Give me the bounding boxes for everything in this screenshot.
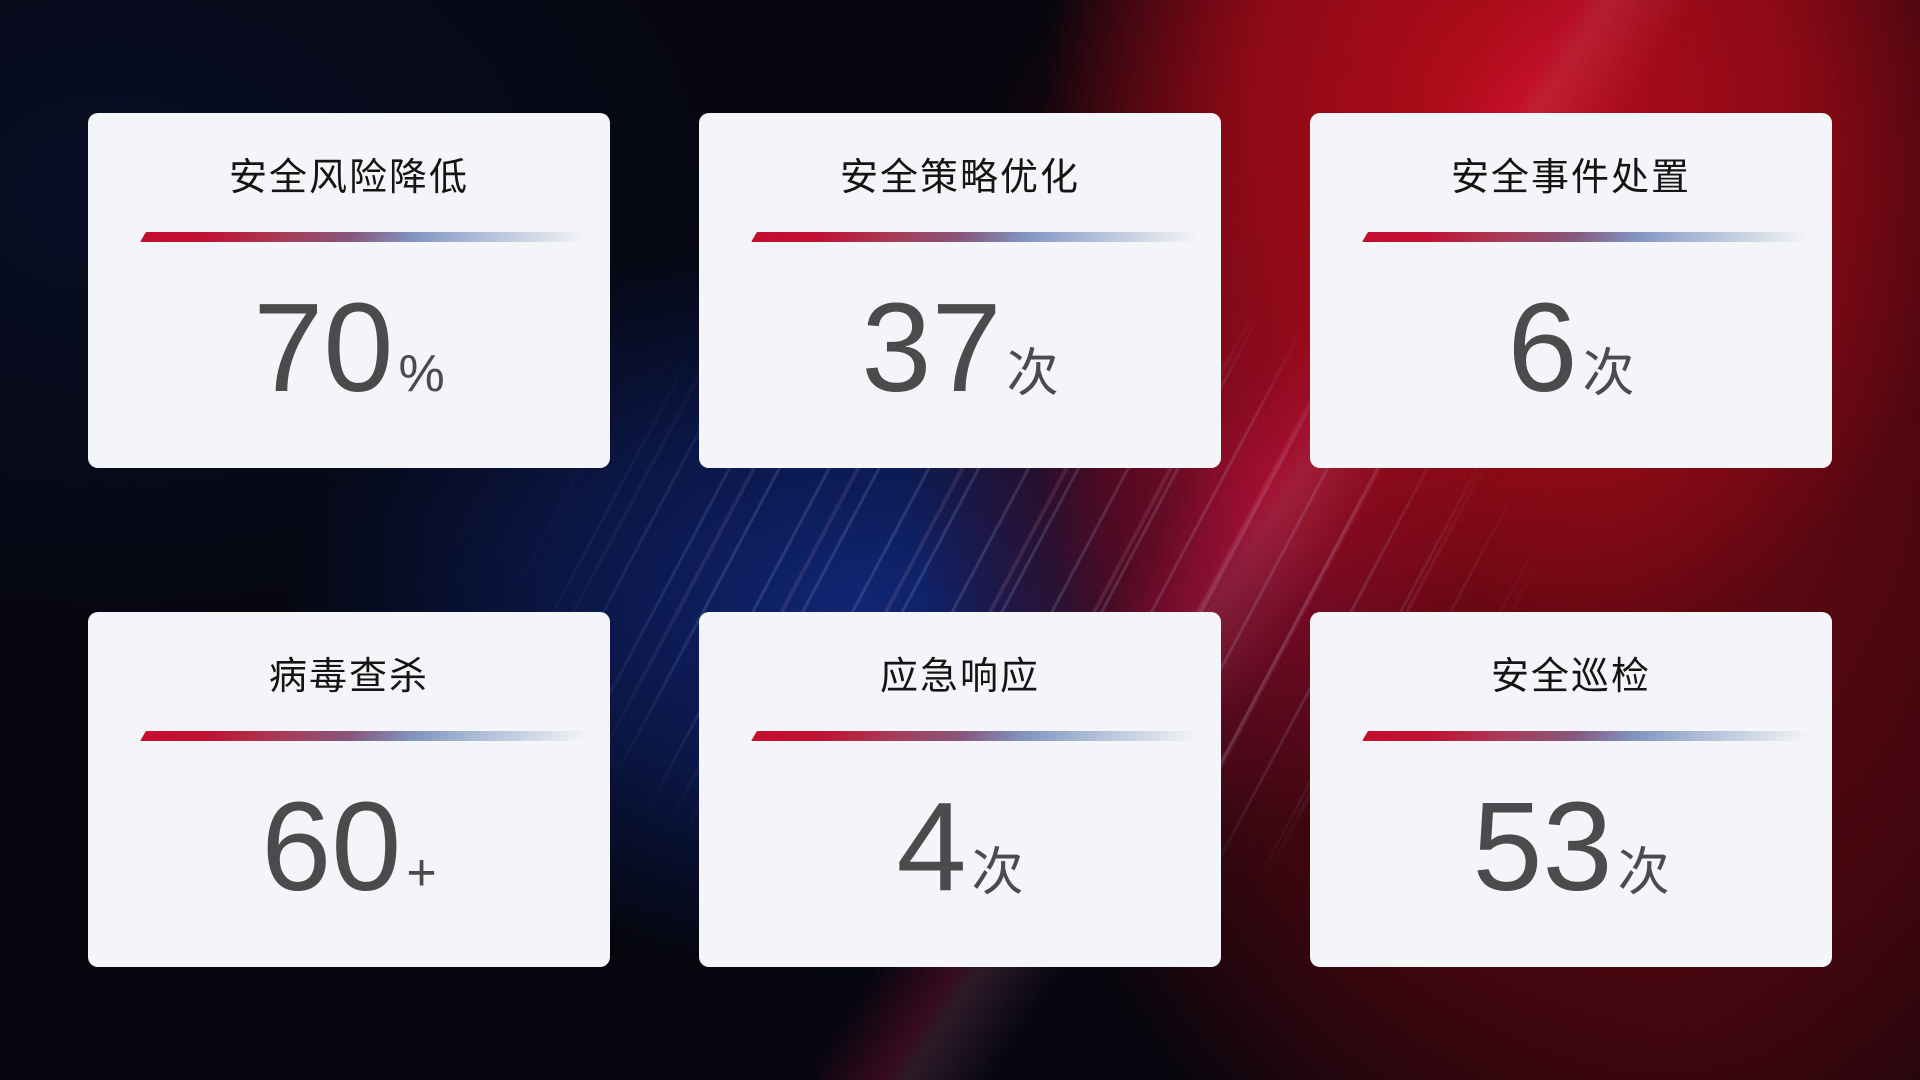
stat-card-virus-scan: 病毒查杀 60 + xyxy=(88,612,610,967)
stat-value-row: 60 + xyxy=(88,776,610,917)
gradient-divider xyxy=(751,731,1209,741)
stat-value-row: 70 % xyxy=(88,277,610,418)
stat-card-emergency-response: 应急响应 4 次 xyxy=(699,612,1221,967)
stat-card-title: 安全巡检 xyxy=(1490,656,1651,698)
stat-value: 6 xyxy=(1507,277,1578,418)
gradient-divider xyxy=(1362,232,1820,242)
gradient-divider xyxy=(140,232,598,242)
stat-card-title: 安全风险降低 xyxy=(228,157,469,199)
stat-value-row: 53 次 xyxy=(1310,776,1832,917)
stat-unit: % xyxy=(398,345,445,403)
stat-card-policy-optimization: 安全策略优化 37 次 xyxy=(699,113,1221,468)
stat-unit: 次 xyxy=(1617,844,1670,902)
stat-card-title: 应急响应 xyxy=(879,656,1040,698)
stat-unit: 次 xyxy=(1582,345,1635,403)
stat-value: 60 xyxy=(261,776,402,917)
stat-card-grid: 安全风险降低 70 % 安全策略优化 37 次 安全事件处置 6 次 病毒查 xyxy=(88,113,1832,967)
stat-value-row: 4 次 xyxy=(699,776,1221,917)
stat-card-security-risk-reduction: 安全风险降低 70 % xyxy=(88,113,610,468)
stat-value: 53 xyxy=(1472,776,1613,917)
stat-card-security-inspection: 安全巡检 53 次 xyxy=(1310,612,1832,967)
stat-unit: 次 xyxy=(1006,345,1059,403)
stat-card-title: 安全事件处置 xyxy=(1450,157,1691,199)
stat-value: 4 xyxy=(896,776,967,917)
stat-value: 37 xyxy=(861,277,1002,418)
stat-card-title: 安全策略优化 xyxy=(839,157,1080,199)
stat-card-title: 病毒查杀 xyxy=(268,656,429,698)
stat-value: 70 xyxy=(253,277,394,418)
stat-card-incident-handling: 安全事件处置 6 次 xyxy=(1310,113,1832,468)
stat-unit: 次 xyxy=(971,844,1024,902)
gradient-divider xyxy=(140,731,598,741)
gradient-divider xyxy=(1362,731,1820,741)
gradient-divider xyxy=(751,232,1209,242)
stat-value-row: 6 次 xyxy=(1310,277,1832,418)
stat-value-row: 37 次 xyxy=(699,277,1221,418)
stat-unit: + xyxy=(406,844,437,902)
